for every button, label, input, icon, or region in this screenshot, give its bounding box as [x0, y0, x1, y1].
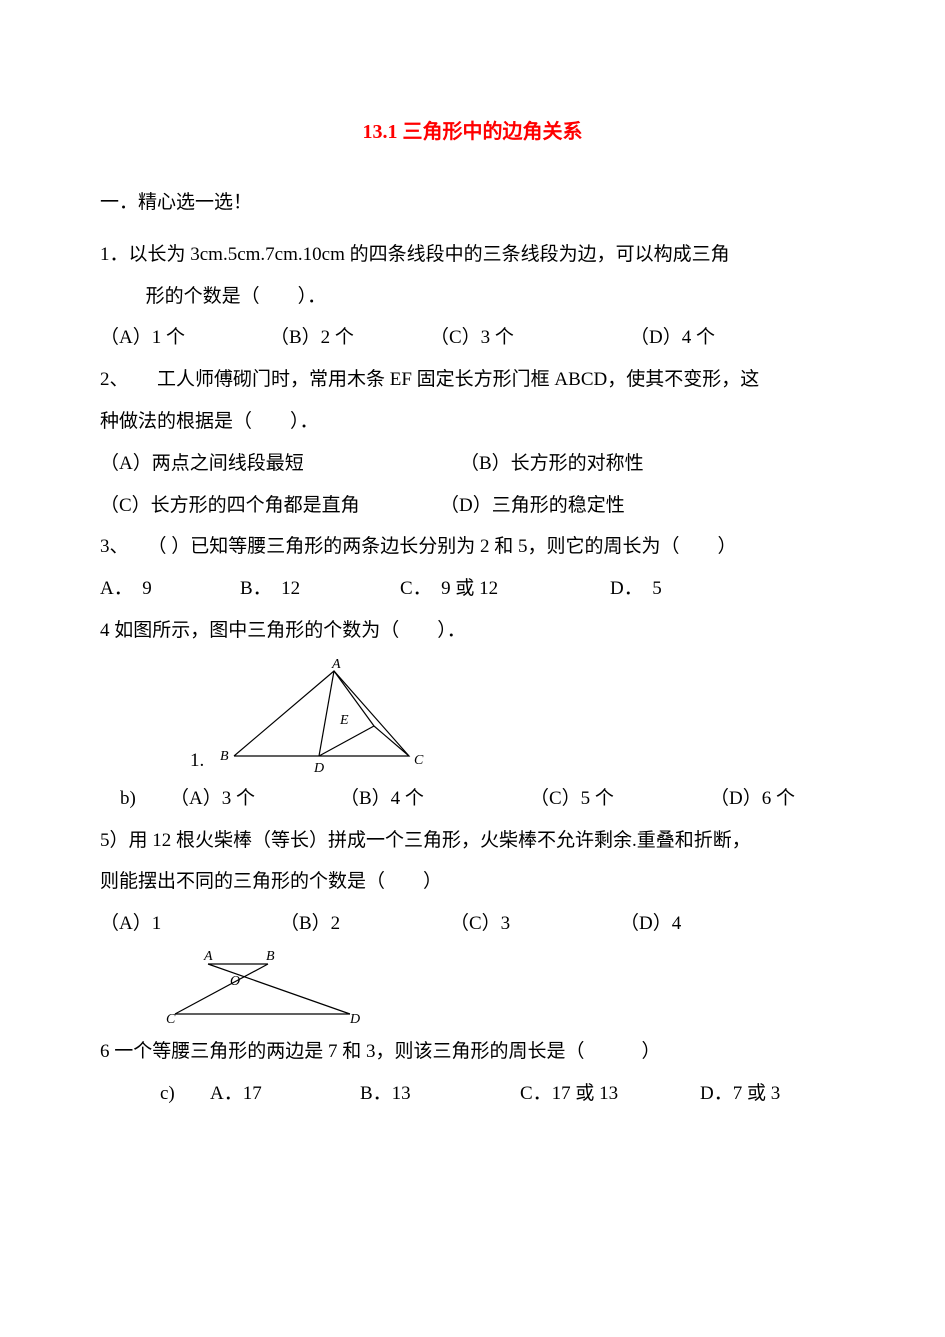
q4-figure: 1. A B C D E [220, 656, 845, 776]
q1-opt-b: （B）2 个 [270, 317, 430, 359]
q4-opts-prefix: b) [120, 778, 170, 820]
q5-stem-line2: 则能摆出不同的三角形的个数是（ ） [100, 861, 845, 903]
q4-label-d: D [313, 761, 324, 776]
q2-stem-line1: 2、 工人师傅砌门时，常用木条 EF 固定长方形门框 ABCD，使其不变形，这 [100, 359, 845, 401]
q4-label-c: C [414, 753, 424, 768]
q4-stem: 4 如图所示，图中三角形的个数为（ ）． [100, 610, 845, 652]
q5-figure: A B C D O [160, 949, 845, 1029]
q4-label-a: A [331, 657, 341, 672]
q6-opt-d: D．7 或 3 [700, 1073, 780, 1115]
q5-label-o: O [230, 974, 240, 989]
q2-opt-b: （B）长方形的对称性 [460, 443, 644, 485]
page-title: 13.1 三角形中的边角关系 [100, 110, 845, 154]
q2-stem-line2: 种做法的根据是（ ）． [100, 401, 845, 443]
q3-opt-c: C． 9 或 12 [400, 568, 610, 610]
q3-opt-d: D． 5 [610, 568, 662, 610]
q2-opt-a: （A）两点之间线段最短 [100, 443, 460, 485]
q4-opt-c: （C）5 个 [530, 778, 710, 820]
q4-label-e: E [339, 713, 349, 728]
q6-opt-a: A．17 [210, 1073, 360, 1115]
q5-opt-a: （A）1 [100, 903, 280, 945]
q4-opt-d: （D）6 个 [710, 778, 795, 820]
q2-opt-c: （C）长方形的四个角都是直角 [100, 485, 440, 527]
q5-label-a: A [203, 949, 213, 964]
q1-stem-line2: 形的个数是（ ）． [100, 276, 845, 318]
section-heading: 一．精心选一选！ [100, 182, 845, 224]
q5-options: （A）1 （B）2 （C）3 （D）4 [100, 903, 845, 945]
q5-opt-c: （C）3 [450, 903, 620, 945]
q1-stem-line1: 1．以长为 3cm.5cm.7cm.10cm 的四条线段中的三条线段为边，可以构… [100, 234, 845, 276]
q4-figure-number: 1. [190, 751, 204, 770]
q3-stem: 3、 （ ）已知等腰三角形的两条边长分别为 2 和 5，则它的周长为（ ） [100, 526, 845, 568]
q2-options-row2: （C）长方形的四个角都是直角 （D）三角形的稳定性 [100, 485, 845, 527]
q4-opt-b: （B）4 个 [340, 778, 530, 820]
q5-opt-d: （D）4 [620, 903, 681, 945]
q1-opt-d: （D）4 个 [630, 317, 715, 359]
q5-opt-b: （B）2 [280, 903, 450, 945]
q3-opt-a: A． 9 [100, 568, 240, 610]
q5-crossed-triangles-icon: A B C D O [160, 949, 370, 1029]
page: 13.1 三角形中的边角关系 一．精心选一选！ 1．以长为 3cm.5cm.7c… [0, 0, 945, 1337]
q6-stem: 6 一个等腰三角形的两边是 7 和 3，则该三角形的周长是（ ） [100, 1031, 845, 1073]
q1-opt-c: （C）3 个 [430, 317, 630, 359]
q4-triangle-icon: A B C D E [214, 656, 444, 776]
q5-label-c: C [166, 1012, 176, 1027]
q6-opts-prefix: c) [160, 1073, 210, 1115]
q2-opt-d: （D）三角形的稳定性 [440, 485, 625, 527]
q4-options: b) （A）3 个 （B）4 个 （C）5 个 （D）6 个 [100, 778, 845, 820]
q3-opt-b: B． 12 [240, 568, 400, 610]
q6-opt-c: C．17 或 13 [520, 1073, 700, 1115]
q4-opt-a: （A）3 个 [170, 778, 340, 820]
q5-label-b: B [266, 949, 275, 964]
q3-options: A． 9 B． 12 C． 9 或 12 D． 5 [100, 568, 845, 610]
q5-label-d: D [349, 1012, 360, 1027]
q1-options: （A）1 个 （B）2 个 （C）3 个 （D）4 个 [100, 317, 845, 359]
q2-options-row1: （A）两点之间线段最短 （B）长方形的对称性 [100, 443, 845, 485]
q1-opt-a: （A）1 个 [100, 317, 270, 359]
q6-options: c) A．17 B．13 C．17 或 13 D．7 或 3 [100, 1073, 845, 1115]
q4-label-b: B [220, 749, 229, 764]
q6-opt-b: B．13 [360, 1073, 520, 1115]
q5-stem-line1: 5）用 12 根火柴棒（等长）拼成一个三角形，火柴棒不允许剩余.重叠和折断， [100, 820, 845, 862]
